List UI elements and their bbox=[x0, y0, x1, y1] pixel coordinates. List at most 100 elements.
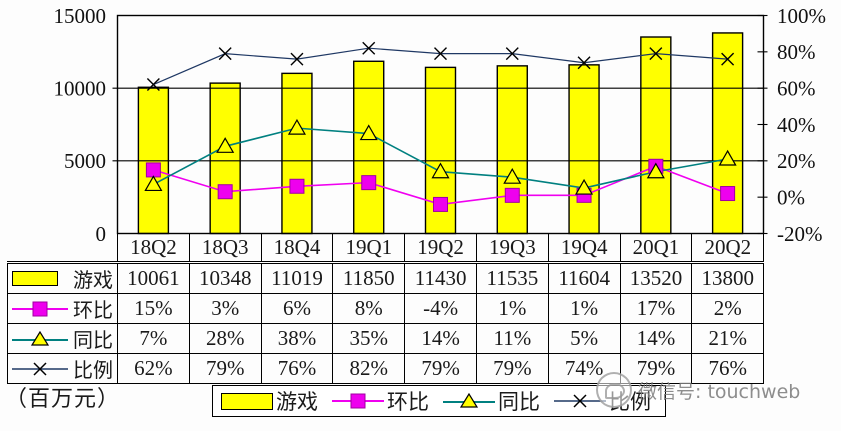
row-label-text: 同比 bbox=[73, 330, 113, 352]
triangle-series-key-icon bbox=[443, 393, 495, 408]
table-cell: 2% bbox=[691, 293, 765, 324]
marker-triangle bbox=[359, 124, 378, 141]
table-cell: 1% bbox=[547, 293, 621, 324]
table-cell: 28% bbox=[188, 323, 262, 354]
marker-square bbox=[361, 175, 377, 191]
marker-triangle bbox=[503, 167, 522, 184]
x-axis-label-row: 18Q2 18Q3 18Q4 19Q1 19Q2 19Q3 19Q4 20Q1 … bbox=[7, 234, 765, 264]
y-axis-right-label: 40% bbox=[777, 113, 816, 137]
table-cell: 13800 bbox=[691, 262, 765, 294]
legend-item-yoy: 同比 bbox=[443, 386, 540, 416]
y-axis-right-label: 80% bbox=[777, 40, 816, 64]
wechat-logo-icon bbox=[596, 372, 632, 408]
row-label-yoy: 同比 bbox=[7, 323, 118, 354]
table-row: 游戏 10061 10348 11019 11850 11430 11535 1… bbox=[7, 262, 765, 294]
row-label-text: 游戏 bbox=[73, 270, 113, 292]
y-axis-right-label: 60% bbox=[777, 77, 816, 101]
marker-x bbox=[146, 78, 160, 92]
marker-square bbox=[433, 196, 448, 212]
y-axis-left-label: 10000 bbox=[54, 77, 107, 101]
table-cell: 38% bbox=[260, 323, 334, 354]
marker-x bbox=[218, 47, 232, 61]
table-cell: 3% bbox=[188, 293, 262, 324]
table-cell: 5% bbox=[547, 323, 621, 354]
table-cell: 21% bbox=[691, 323, 765, 354]
row-label-games: 游戏 bbox=[7, 262, 118, 294]
table-cell: 11019 bbox=[260, 262, 334, 294]
table-cell: -4% bbox=[404, 293, 477, 324]
table-cell: 79% bbox=[188, 353, 262, 384]
x-tick-label: 19Q1 bbox=[332, 234, 406, 264]
marker-x bbox=[505, 47, 519, 61]
table-cell: 62% bbox=[117, 353, 190, 384]
legend-item-qoq: 环比 bbox=[332, 386, 429, 416]
table-cell: 1% bbox=[475, 293, 549, 324]
marker-x bbox=[649, 47, 663, 61]
watermark: 微信号: touchweb bbox=[596, 372, 800, 408]
table-cell: 79% bbox=[619, 353, 693, 384]
table-cell: 82% bbox=[332, 353, 406, 384]
marker-square bbox=[289, 178, 305, 194]
marker-square bbox=[217, 184, 233, 200]
marker-triangle bbox=[287, 118, 306, 135]
marker-square bbox=[145, 162, 161, 178]
row-label-text: 比例 bbox=[73, 360, 113, 382]
table-cell: 10061 bbox=[117, 262, 190, 294]
table-cell: 11% bbox=[475, 323, 549, 354]
x-tick-label: 18Q4 bbox=[260, 234, 334, 264]
marker-x bbox=[362, 41, 376, 55]
bar bbox=[496, 65, 528, 235]
table-cell: 15% bbox=[117, 293, 190, 324]
table-cell: 76% bbox=[691, 353, 765, 384]
row-label-qoq: 环比 bbox=[7, 293, 118, 324]
combo-chart: 15000 10000 5000 0 100% 80% 60% 40% 20% 0% -20% bbox=[54, 4, 827, 246]
data-table: 18Q2 18Q3 18Q4 19Q1 19Q2 19Q3 19Q4 20Q1 … bbox=[7, 234, 765, 384]
table-cell: 17% bbox=[619, 293, 693, 324]
x-tick-label: 20Q1 bbox=[619, 234, 693, 264]
legend-label: 同比 bbox=[498, 390, 540, 414]
legend-item-games: 游戏 bbox=[221, 386, 318, 416]
marker-triangle bbox=[575, 178, 594, 195]
y-axis-left-label: 15000 bbox=[54, 4, 107, 28]
marker-triangle bbox=[646, 162, 665, 179]
table-cell: 11535 bbox=[475, 262, 549, 294]
y-axis-right-label: 20% bbox=[777, 149, 816, 173]
marker-triangle bbox=[216, 137, 235, 153]
x-tick-label: 19Q4 bbox=[547, 234, 621, 264]
marker-triangle bbox=[718, 149, 737, 166]
table-cell: 8% bbox=[332, 293, 406, 324]
marker-triangle bbox=[431, 162, 450, 179]
x-tick-label: 18Q2 bbox=[117, 234, 190, 264]
table-cell: 11850 bbox=[332, 262, 406, 294]
table-cell: 10348 bbox=[188, 262, 262, 294]
bar-series-key-icon bbox=[221, 392, 273, 410]
marker-x bbox=[577, 56, 591, 70]
bar-series-key-icon bbox=[12, 271, 58, 286]
row-label-ratio: 比例 bbox=[7, 353, 118, 384]
table-cell: 35% bbox=[332, 323, 406, 354]
triangle-series-key-icon bbox=[12, 330, 68, 346]
table-row: 环比 15% 3% 6% 8% -4% 1% 1% 17% 2% bbox=[7, 293, 765, 324]
bar bbox=[711, 32, 744, 235]
x-tick-label: 18Q3 bbox=[188, 234, 262, 264]
table-cell: 11430 bbox=[404, 262, 477, 294]
y-axis-right-label: 100% bbox=[777, 4, 826, 28]
bar bbox=[353, 60, 385, 235]
y-axis-left-label: 5000 bbox=[64, 149, 106, 173]
y-axis-right-label: 0% bbox=[777, 186, 805, 210]
legend-label: 环比 bbox=[387, 390, 429, 414]
table-cell: 7% bbox=[117, 323, 190, 354]
table-cell: 14% bbox=[404, 323, 477, 354]
table-cell: 79% bbox=[404, 353, 477, 384]
bar bbox=[568, 64, 600, 235]
x-tick-label: 19Q2 bbox=[404, 234, 477, 264]
x-series-key-icon bbox=[554, 394, 606, 408]
table-row: 同比 7% 28% 38% 35% 14% 11% 5% 14% 21% bbox=[7, 323, 765, 354]
table-cell: 76% bbox=[260, 353, 334, 384]
y-axis-left-label: 0 bbox=[96, 222, 107, 246]
x-series-key-icon bbox=[12, 361, 68, 376]
x-tick-label: 20Q2 bbox=[691, 234, 765, 264]
table-cell: 11604 bbox=[547, 262, 621, 294]
marker-x bbox=[721, 52, 735, 66]
axis-unit-label: （百万元） bbox=[5, 386, 121, 411]
